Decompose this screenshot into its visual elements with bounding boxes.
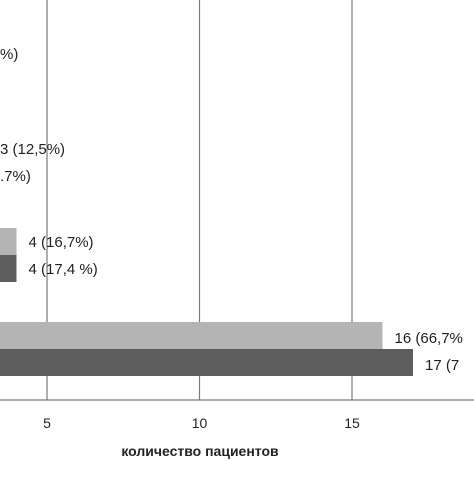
data-label: 4 (16,7%) [29,234,94,251]
bar-light [0,228,17,255]
x-tick-label: 15 [344,415,360,431]
data-label: 17 (7 [425,357,459,374]
bar-dark [0,349,413,376]
x-axis-title: количество пациентов [121,443,279,459]
data-label: %) [0,46,18,63]
data-label: 4 (17,4 %) [29,261,98,278]
x-axis: 5 10 15 [43,415,360,431]
x-tick-label: 5 [43,415,51,431]
data-label: .7%) [0,168,31,185]
bar-light [0,322,383,349]
bars [0,228,413,376]
x-tick-label: 10 [192,415,208,431]
data-labels: %) 3 (12,5%) .7%) 4 (16,7%) 4 (17,4 %) 16 (66… [0,46,463,374]
data-label: 3 (12,5%) [0,141,65,158]
bar-dark [0,255,17,282]
data-label: 16 (66,7% [395,330,463,347]
